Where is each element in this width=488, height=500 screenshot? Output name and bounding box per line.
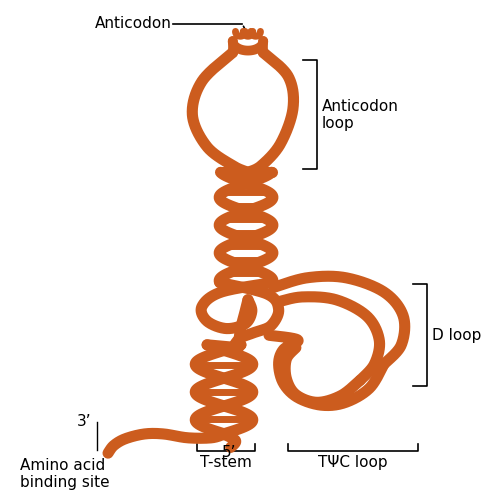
Text: 3’: 3’ <box>77 414 92 429</box>
Text: Amino acid
binding site: Amino acid binding site <box>20 458 109 490</box>
Text: Anticodon
loop: Anticodon loop <box>322 98 399 131</box>
Text: T-stem: T-stem <box>200 455 252 470</box>
Text: D loop: D loop <box>432 328 481 342</box>
Text: TΨC loop: TΨC loop <box>318 455 388 470</box>
Text: 5’: 5’ <box>222 446 236 460</box>
Text: Anticodon: Anticodon <box>94 16 171 32</box>
